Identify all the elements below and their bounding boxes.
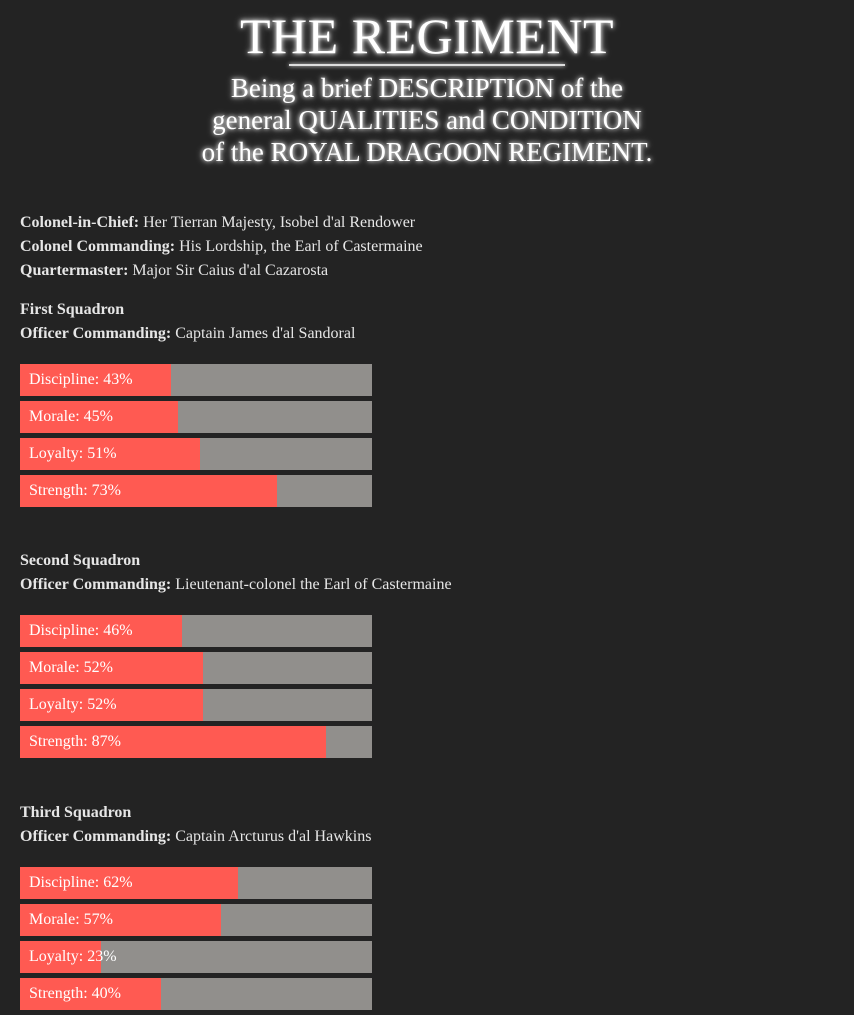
stat-bar: Loyalty: 51%	[20, 438, 372, 470]
officer-label: Officer Commanding:	[20, 576, 172, 593]
stat-label: Strength: 40%	[29, 985, 121, 1002]
stat-bar-fill	[20, 652, 204, 684]
stat-bar-fill	[20, 475, 277, 507]
stat-bar: Strength: 87%	[20, 726, 372, 758]
stat-bar: Strength: 73%	[20, 475, 372, 507]
stat-bar: Discipline: 43%	[20, 364, 372, 396]
stat-bar-fill	[20, 978, 161, 1010]
stat-label: Morale: 52%	[29, 659, 113, 676]
squadron-first: First Squadron Officer Commanding: Capta…	[20, 298, 372, 512]
stat-label: Discipline: 43%	[29, 371, 133, 388]
squadron-second: Second Squadron Officer Commanding: Lieu…	[20, 549, 452, 763]
officer-commanding: Officer Commanding: Captain Arcturus d'a…	[20, 825, 372, 849]
stat-bar: Discipline: 46%	[20, 615, 372, 647]
stat-bar-fill	[20, 438, 200, 470]
stat-label: Discipline: 62%	[29, 874, 133, 891]
colonel-commanding: Colonel Commanding: His Lordship, the Ea…	[20, 235, 423, 259]
stat-bar: Strength: 40%	[20, 978, 372, 1010]
officer-commanding: Officer Commanding: Lieutenant-colonel t…	[20, 573, 452, 597]
stat-label: Loyalty: 23%	[29, 948, 117, 965]
officer-name: Captain Arcturus d'al Hawkins	[175, 828, 372, 845]
info-label: Colonel-in-Chief:	[20, 214, 140, 231]
stat-label: Loyalty: 51%	[29, 445, 117, 462]
stat-bar: Loyalty: 52%	[20, 689, 372, 721]
banner-title: THE REGIMENT	[240, 8, 614, 64]
stat-bar-fill	[20, 867, 239, 899]
banner-subtitle-line-3: of the ROYAL DRAGOON REGIMENT.	[201, 137, 653, 167]
stat-bar: Discipline: 62%	[20, 867, 372, 899]
banner-divider	[289, 64, 565, 66]
stat-label: Strength: 73%	[29, 482, 121, 499]
regiment-banner: THE REGIMENT Being a brief DESCRIPTION o…	[0, 8, 854, 168]
officer-name: Captain James d'al Sandoral	[175, 325, 356, 342]
info-label: Quartermaster:	[20, 262, 129, 279]
stat-bars: Discipline: 62% Morale: 57% Loyalty: 23%…	[20, 867, 372, 1010]
squadron-name: Second Squadron	[20, 552, 141, 569]
quartermaster: Quartermaster: Major Sir Caius d'al Caza…	[20, 259, 423, 283]
stat-label: Strength: 87%	[29, 733, 121, 750]
stat-bars: Discipline: 43% Morale: 45% Loyalty: 51%…	[20, 364, 372, 507]
stat-bar: Loyalty: 23%	[20, 941, 372, 973]
squadron-name: First Squadron	[20, 301, 125, 318]
banner-subtitle-line-1: Being a brief DESCRIPTION of the	[230, 73, 624, 103]
stat-bar-fill	[20, 726, 327, 758]
officer-name: Lieutenant-colonel the Earl of Castermai…	[175, 576, 452, 593]
info-value: Her Tierran Majesty, Isobel d'al Rendowe…	[143, 214, 416, 231]
squadron-name: Third Squadron	[20, 804, 132, 821]
stat-bar-fill	[20, 401, 179, 433]
banner-subtitle-line-2: general QUALITIES and CONDITION	[212, 105, 642, 135]
squadron-third: Third Squadron Officer Commanding: Capta…	[20, 801, 372, 1015]
regiment-officers: Colonel-in-Chief: Her Tierran Majesty, I…	[20, 211, 423, 283]
stat-label: Morale: 45%	[29, 408, 113, 425]
stat-bar-fill	[20, 689, 204, 721]
info-value: His Lordship, the Earl of Castermaine	[179, 238, 423, 255]
stat-bar: Morale: 57%	[20, 904, 372, 936]
officer-label: Officer Commanding:	[20, 828, 172, 845]
stat-label: Loyalty: 52%	[29, 696, 117, 713]
stat-bar-fill	[20, 615, 182, 647]
stat-label: Morale: 57%	[29, 911, 113, 928]
stat-bar: Morale: 52%	[20, 652, 372, 684]
info-label: Colonel Commanding:	[20, 238, 176, 255]
info-value: Major Sir Caius d'al Cazarosta	[132, 262, 329, 279]
stat-bar-fill	[20, 904, 221, 936]
stat-bars: Discipline: 46% Morale: 52% Loyalty: 52%…	[20, 615, 452, 758]
stat-bar-fill	[20, 941, 101, 973]
stat-bar-fill	[20, 364, 172, 396]
officer-label: Officer Commanding:	[20, 325, 172, 342]
colonel-in-chief: Colonel-in-Chief: Her Tierran Majesty, I…	[20, 211, 423, 235]
stat-bar: Morale: 45%	[20, 401, 372, 433]
officer-commanding: Officer Commanding: Captain James d'al S…	[20, 322, 372, 346]
stat-label: Discipline: 46%	[29, 622, 133, 639]
